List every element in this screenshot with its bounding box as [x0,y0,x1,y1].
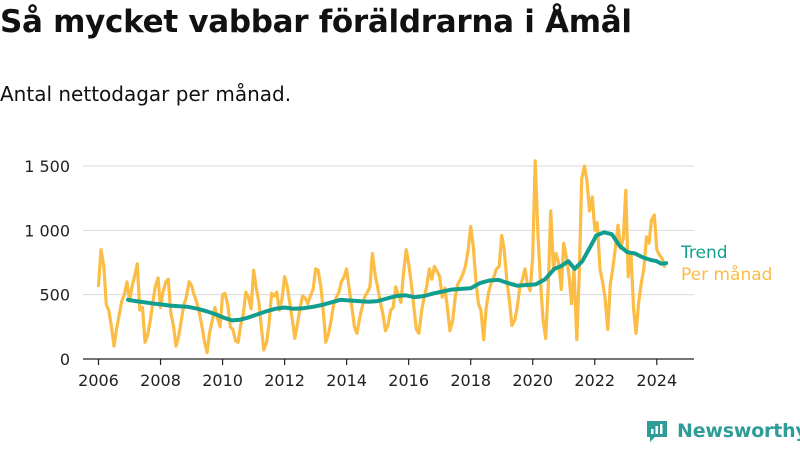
y-tick-label: 500 [39,286,70,305]
brand-logo: Newsworthy [645,419,800,443]
x-tick-label: 2008 [140,371,181,390]
series-line-trend [126,230,669,323]
y-tick-label: 1 500 [24,157,70,176]
legend-label-trend: Trend [680,243,728,263]
x-tick-label: 2024 [636,371,677,390]
y-tick-label: 0 [60,350,70,369]
grid-lines [83,165,694,296]
newsworthy-logo-icon [647,421,667,442]
x-tick-label: 2016 [388,371,429,390]
x-tick-label: 2014 [326,371,367,390]
x-tick-label: 2012 [264,371,305,390]
x-tick-label: 2020 [512,371,553,390]
legend-label-per-manad: Per månad [681,264,772,285]
y-tick-label: 1 000 [24,221,70,240]
x-tick-label: 2018 [450,371,491,390]
y-axis: 0 500 1 000 1 500 [24,157,70,369]
series-line-per-manad [96,159,667,355]
brand-name: Newsworthy [677,420,800,442]
chart-subtitle: Antal nettodagar per månad. [0,82,292,106]
x-axis: 2006 2008 2010 2012 2014 2016 2018 2020 2022 2024 [78,359,677,390]
x-tick-label: 2006 [78,371,119,390]
chart-title: Så mycket vabbar föräldrarna i Åmål [0,4,632,40]
x-tick-label: 2022 [574,371,615,390]
x-tick-label: 2010 [202,371,243,390]
